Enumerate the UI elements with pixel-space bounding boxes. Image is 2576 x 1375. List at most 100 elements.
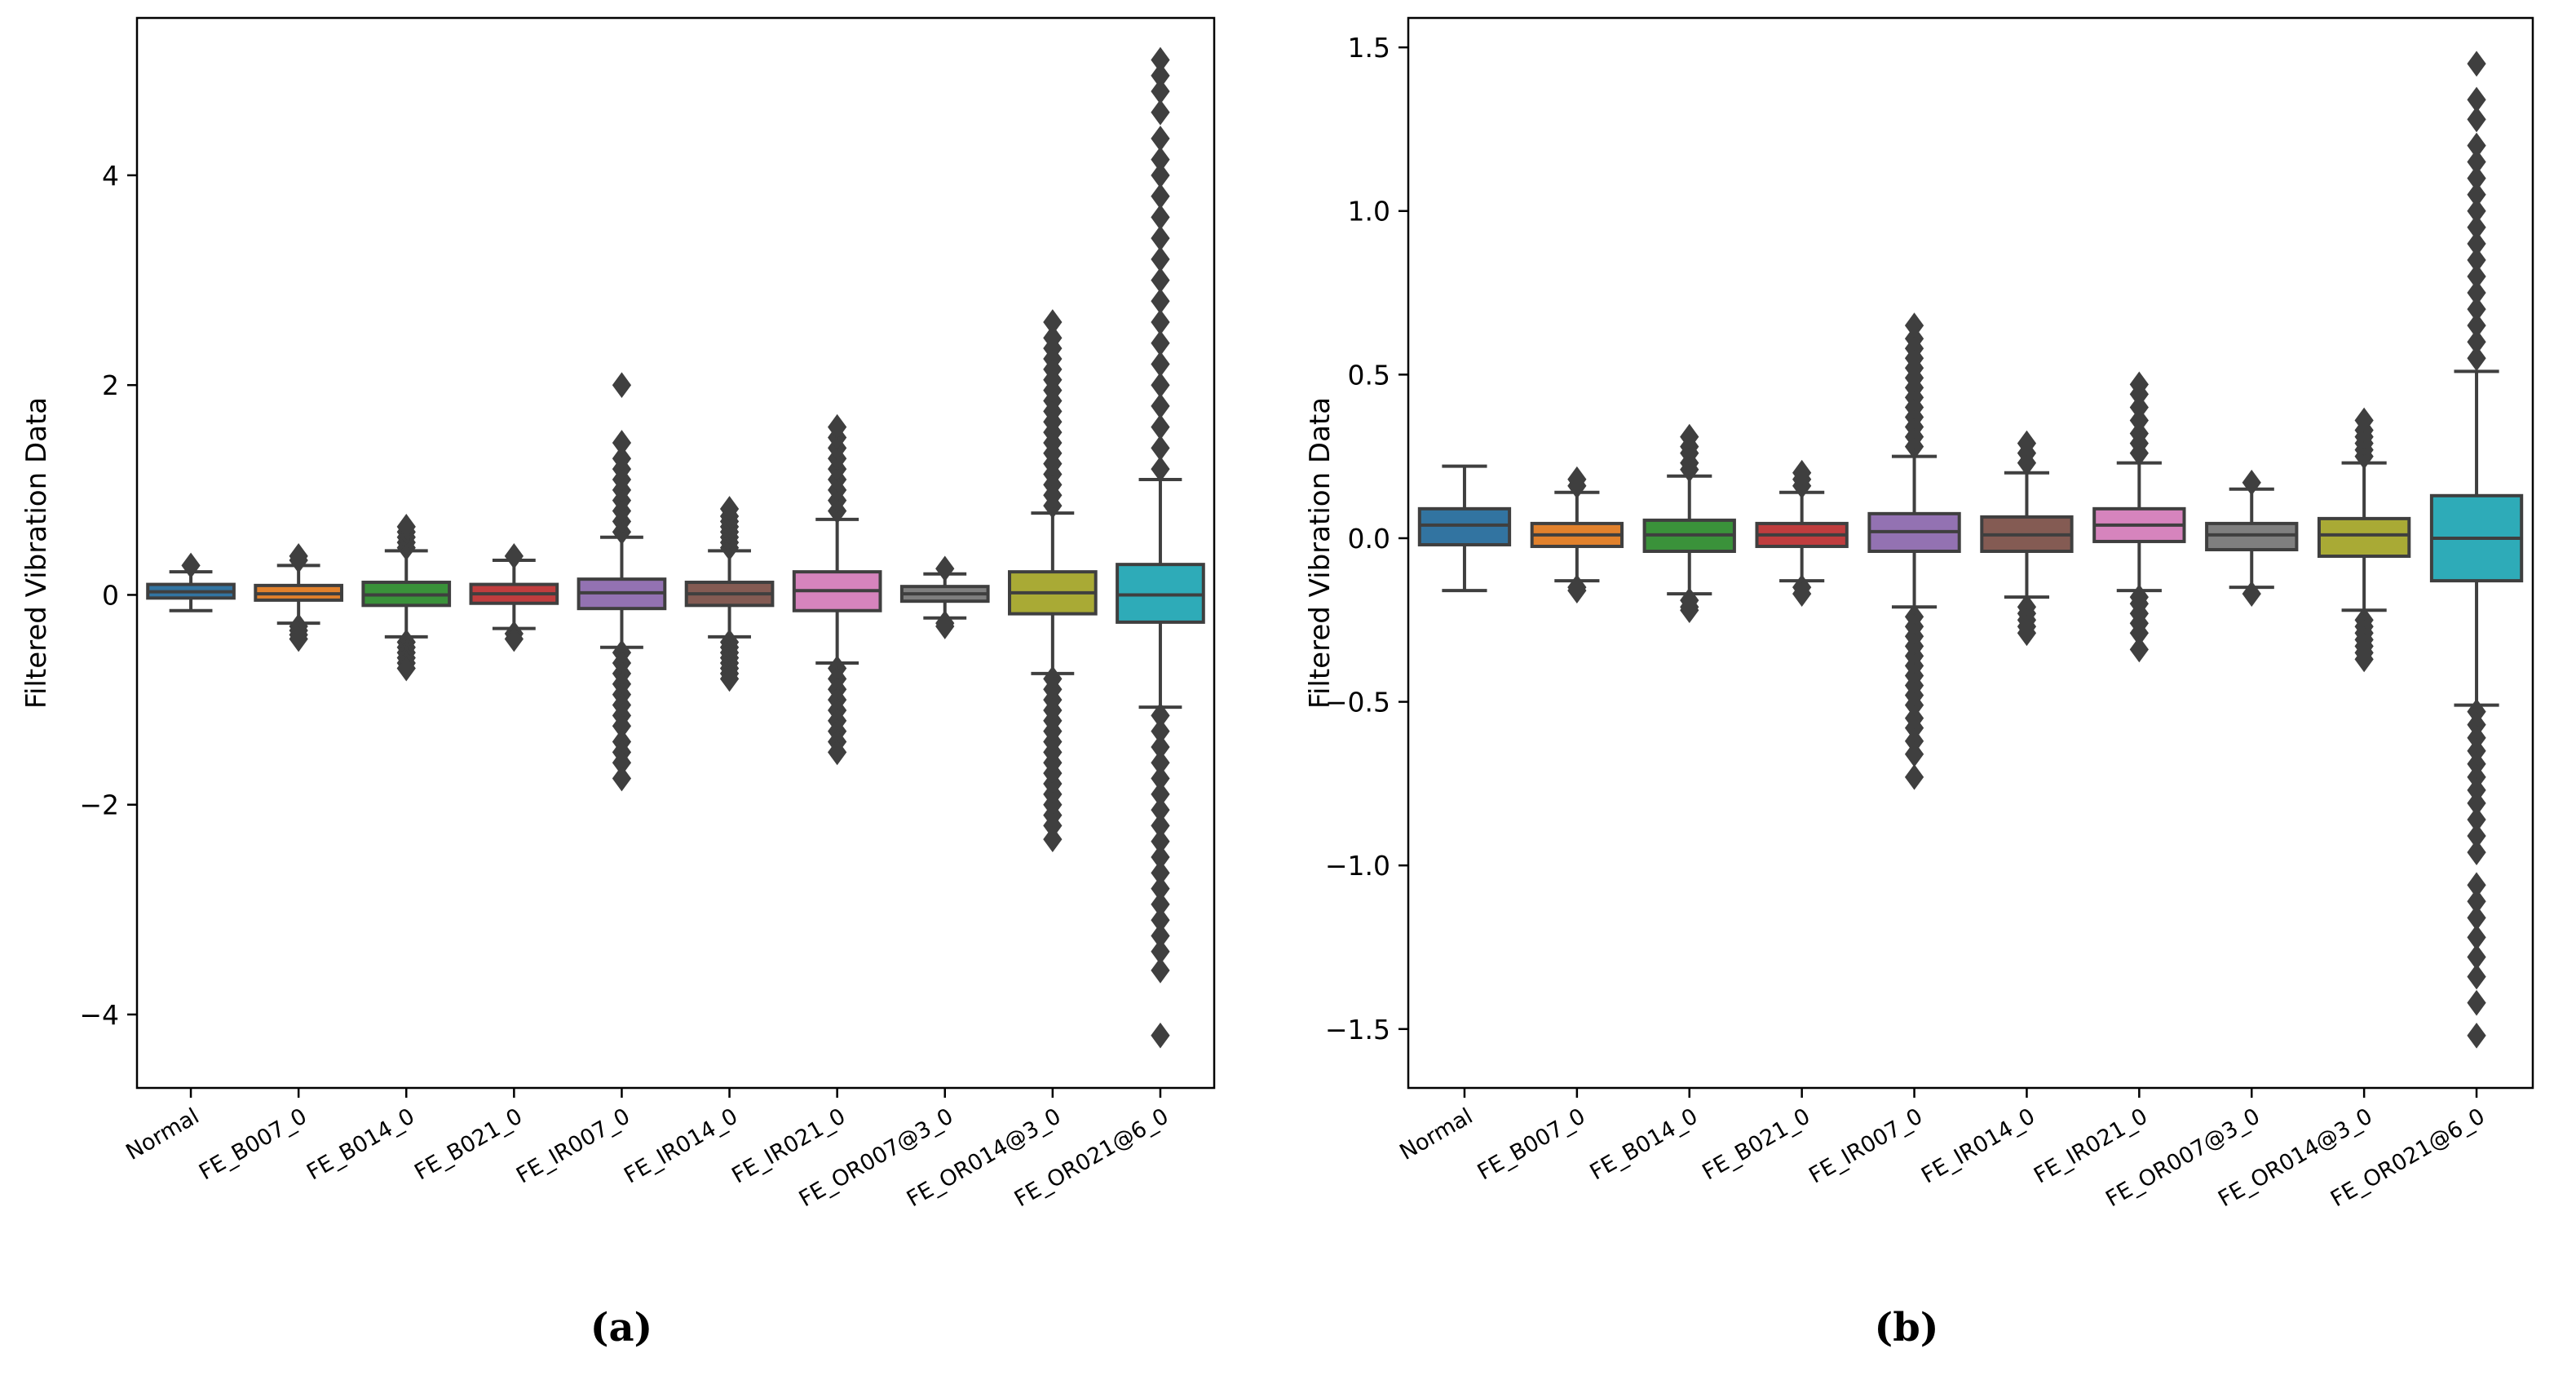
outlier-point <box>1151 46 1170 73</box>
outlier-point <box>2467 329 2486 356</box>
y-tick-label: 0.0 <box>1348 523 1390 555</box>
box-Normal <box>1417 464 1512 593</box>
outlier-point <box>1151 204 1170 231</box>
outlier-point <box>935 613 955 639</box>
outlier-point <box>935 555 955 582</box>
outlier-point <box>1680 423 1699 450</box>
outlier-point <box>1904 763 1924 790</box>
outlier-point <box>2467 181 2486 208</box>
y-axis-label: Filtered Vibration Data <box>20 397 53 709</box>
box-FE_IR021_0 <box>2092 371 2186 663</box>
box-FE_OR007@3_0 <box>2205 469 2299 607</box>
outlier-point <box>2467 839 2486 865</box>
outlier-point <box>2242 581 2261 607</box>
panel-caption: (a) <box>590 1305 653 1351</box>
outlier-point <box>2129 636 2149 663</box>
outlier-point <box>1151 456 1170 482</box>
outlier-point <box>2129 394 2149 421</box>
y-tick-label: 2 <box>102 369 119 401</box>
outlier-point <box>1151 245 1170 272</box>
outlier-point <box>1043 325 1063 351</box>
outlier-point <box>612 430 632 456</box>
outlier-point <box>2467 312 2486 338</box>
y-tick-label: 0.5 <box>1348 359 1390 391</box>
outlier-point <box>2467 165 2486 192</box>
axes-frame <box>1407 16 2534 1090</box>
outlier-point <box>828 739 847 766</box>
y-tick-label: −2 <box>79 789 119 821</box>
box-FE_OR021@6_0 <box>1116 46 1205 1049</box>
outlier-point <box>1043 826 1063 852</box>
outlier-point <box>289 626 308 652</box>
y-tick-label: 4 <box>102 160 119 192</box>
outlier-point <box>1151 146 1170 173</box>
outlier-point <box>1151 267 1170 294</box>
outlier-point <box>1151 435 1170 462</box>
outlier-point <box>612 372 632 399</box>
outlier-point <box>2467 296 2486 322</box>
outlier-point <box>612 445 632 472</box>
outlier-point <box>2467 1022 2486 1049</box>
outlier-point <box>2467 963 2486 990</box>
outlier-point <box>1151 372 1170 399</box>
outlier-point <box>1151 957 1170 984</box>
outlier-point <box>2017 430 2037 457</box>
outlier-point <box>719 665 740 692</box>
box-FE_IR007_0 <box>577 372 667 792</box>
outlier-point <box>2467 280 2486 306</box>
outlier-point <box>1151 351 1170 378</box>
outlier-point <box>289 543 308 569</box>
outlier-point <box>396 513 416 540</box>
y-axis-label: Filtered Vibration Data <box>1304 397 1337 709</box>
outlier-point <box>1904 312 1924 338</box>
y-tick-label: −0.5 <box>1325 687 1390 718</box>
outlier-point <box>719 496 740 522</box>
box-FE_IR007_0 <box>1867 312 1961 790</box>
y-tick-label: −4 <box>79 999 119 1031</box>
box-FE_OR007@3_0 <box>899 555 990 639</box>
box-FE_IR014_0 <box>1980 430 2074 647</box>
outlier-point <box>2467 132 2486 159</box>
outlier-point <box>2467 345 2486 372</box>
outlier-point <box>2467 230 2486 257</box>
outlier-point <box>2242 469 2261 496</box>
box-FE_B014_0 <box>1642 423 1736 624</box>
outlier-point <box>396 655 416 682</box>
outlier-point <box>1151 126 1170 152</box>
box-FE_B014_0 <box>361 513 452 682</box>
outlier-point <box>1151 288 1170 315</box>
box-FE_IR014_0 <box>684 496 775 692</box>
outlier-point <box>1151 393 1170 419</box>
box-iqr <box>2317 516 2411 559</box>
outlier-point <box>1151 99 1170 126</box>
outlier-point <box>2467 247 2486 273</box>
y-tick-label: 0 <box>102 579 119 611</box>
y-tick-label: −1.0 <box>1325 850 1390 882</box>
outlier-point <box>2467 86 2486 113</box>
outlier-point <box>1151 309 1170 335</box>
outlier-point <box>612 765 632 792</box>
outlier-point <box>2354 407 2374 434</box>
outlier-point <box>2354 646 2374 673</box>
outlier-point <box>1151 183 1170 210</box>
outlier-point <box>1904 325 1924 352</box>
outlier-point <box>2467 106 2486 133</box>
outlier-point <box>1151 78 1170 104</box>
outlier-point <box>1043 309 1063 335</box>
outlier-point <box>2467 214 2486 241</box>
box-Normal <box>146 552 236 612</box>
outlier-point <box>1151 1022 1170 1049</box>
outlier-point <box>1151 62 1170 89</box>
box-FE_IR021_0 <box>792 413 882 766</box>
outlier-point <box>2129 420 2149 447</box>
y-tick-label: 1.5 <box>1348 32 1390 64</box>
outlier-point <box>828 413 847 440</box>
box-FE_OR021@6_0 <box>2429 51 2524 1049</box>
outlier-point <box>1792 581 1812 607</box>
box-iqr <box>2205 521 2299 551</box>
outlier-point <box>1151 329 1170 356</box>
box-FE_B007_0 <box>254 543 343 652</box>
outlier-point <box>1567 577 1587 603</box>
